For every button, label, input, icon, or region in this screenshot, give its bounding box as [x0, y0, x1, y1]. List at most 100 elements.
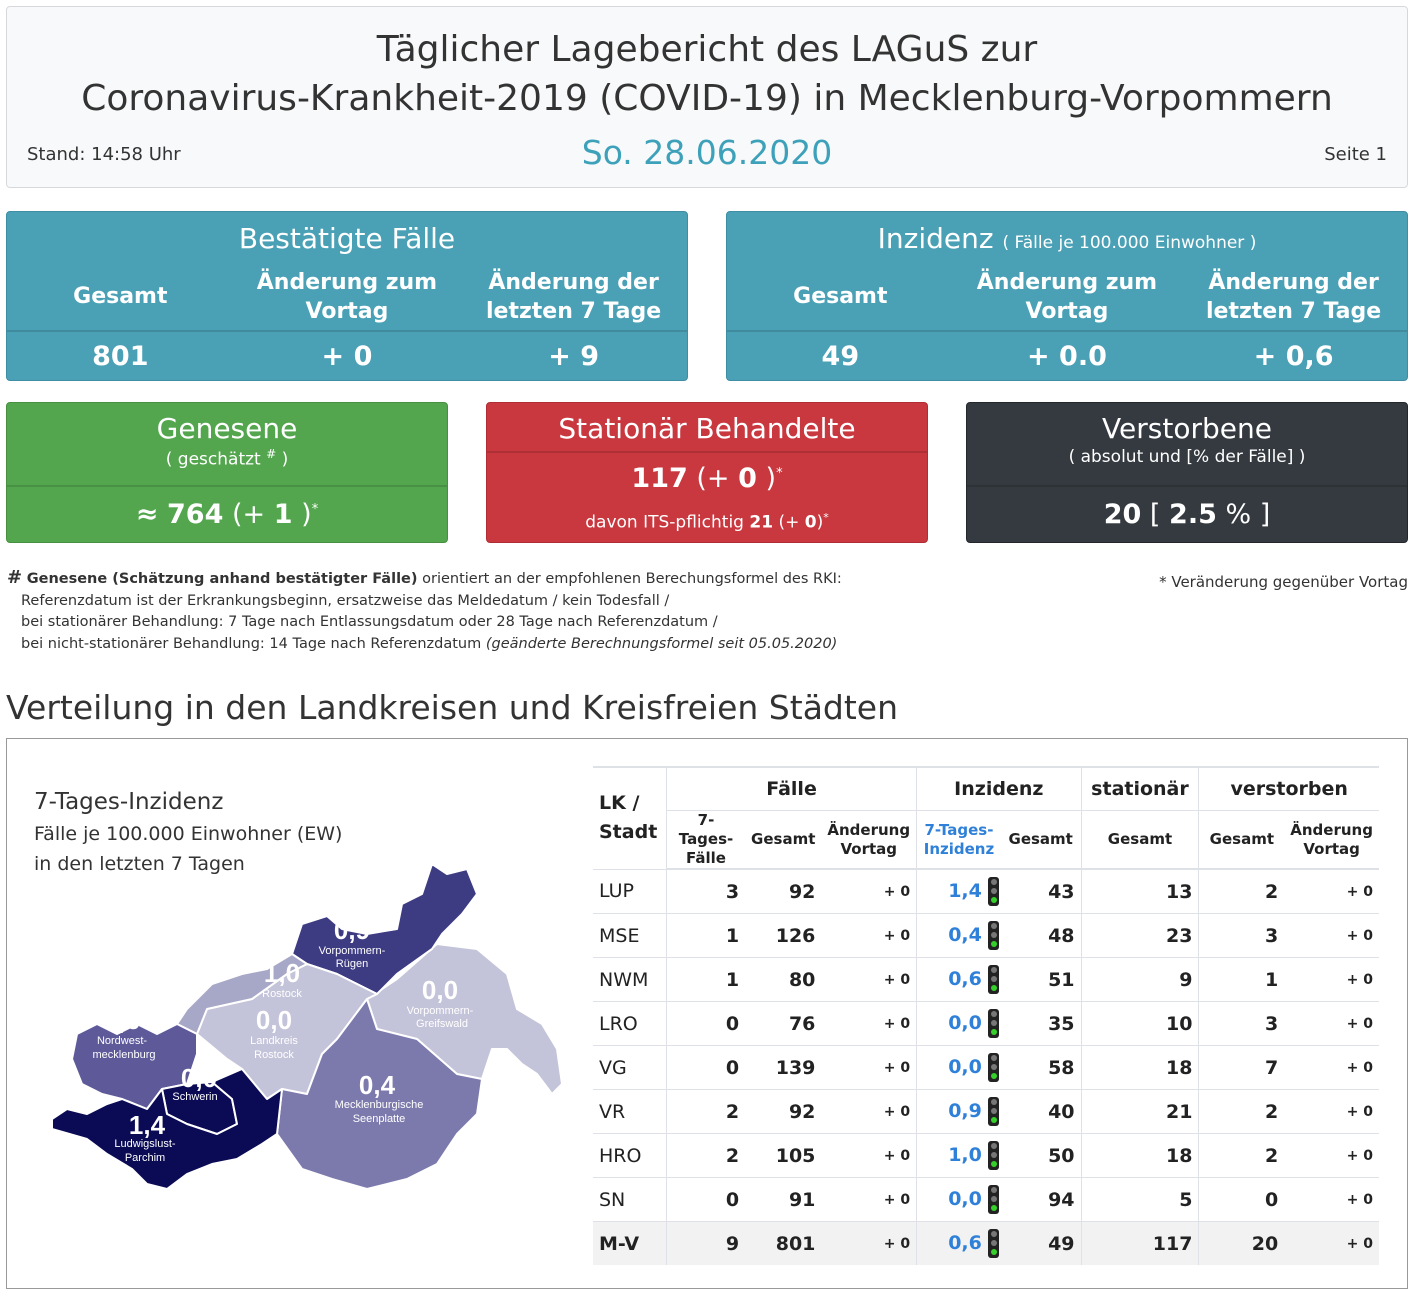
report-date: So. 28.06.2020	[581, 133, 833, 172]
cell-verstorben-gesamt: 1	[1198, 957, 1285, 1002]
traffic-light-icon	[987, 921, 999, 950]
cell-inzidenz-gesamt: 94	[1000, 1177, 1082, 1222]
cell-faelle-aenderung: + 0	[821, 1177, 917, 1222]
confirmed-weekchange-value: + 9	[548, 341, 599, 372]
map-value-vg: 0,0	[422, 975, 458, 1005]
cell-7tage-faelle: 0	[665, 1177, 746, 1222]
deceased-subtitle: ( absolut und [% der Fälle] )	[1068, 447, 1306, 467]
cell-verstorben-gesamt: 2	[1198, 1133, 1285, 1178]
confirmed-total-label: Gesamt	[73, 284, 168, 309]
cell-7tage-inzidenz: 0,0	[916, 1001, 1001, 1046]
cell-district-name: VG	[593, 1045, 667, 1090]
col-header-faelle: Fälle	[665, 766, 917, 811]
cell-verstorben-gesamt: 2	[1198, 868, 1285, 914]
table-row: MSE 1 126 + 0 0,4 48 23 3 + 0	[593, 913, 1379, 958]
svg-text:Rostock: Rostock	[262, 988, 302, 1000]
cell-district-name: VR	[593, 1089, 667, 1134]
section-title: Verteilung in den Landkreisen und Kreisf…	[6, 688, 899, 727]
map-title: 7-Tages-Inzidenz	[34, 789, 224, 815]
cell-faelle-gesamt: 139	[745, 1045, 822, 1090]
traffic-light-icon	[987, 1229, 999, 1258]
svg-text:Schwerin: Schwerin	[172, 1091, 217, 1103]
cell-faelle-gesamt: 105	[745, 1133, 822, 1178]
page-number: Seite 1	[1324, 144, 1387, 165]
cell-7tage-faelle: 1	[665, 913, 746, 958]
table-row: M-V 9 801 + 0 0,6 49 117 20 + 0	[593, 1221, 1379, 1265]
traffic-light-icon	[987, 1009, 999, 1038]
cell-stationaer: 5	[1080, 1177, 1199, 1222]
map-value-nwm: 0,6	[104, 1005, 140, 1035]
incidence-subtitle: ( Fälle je 100.000 Einwohner )	[1002, 233, 1257, 253]
cell-verstorben-gesamt: 20	[1198, 1221, 1285, 1265]
cell-7tage-faelle: 2	[665, 1133, 746, 1178]
incidence-title: Inzidenz	[877, 222, 994, 255]
cell-stationaer: 9	[1080, 957, 1199, 1002]
hospitalized-value: 117 (+ 0 )*	[631, 463, 783, 494]
cell-verstorben-aenderung: + 0	[1284, 868, 1379, 914]
change-footnote: * Veränderung gegenüber Vortag	[1159, 573, 1408, 591]
recovered-card: Genesene ( geschätzt # ) ≈ 764 (+ 1 )*	[6, 402, 448, 543]
cell-verstorben-aenderung: + 0	[1284, 1089, 1379, 1134]
traffic-light-icon	[987, 1141, 999, 1170]
cell-verstorben-aenderung: + 0	[1284, 1001, 1379, 1046]
cell-7tage-faelle: 3	[665, 868, 746, 914]
region-ludwigslust-parchim	[51, 1068, 283, 1190]
cell-verstorben-gesamt: 0	[1198, 1177, 1285, 1222]
table-row: NWM 1 80 + 0 0,6 51 9 1 + 0	[593, 957, 1379, 1002]
cell-7tage-faelle: 9	[665, 1221, 746, 1265]
svg-text:Mecklenburgische: Mecklenburgische	[335, 1099, 424, 1111]
svg-text:Parchim: Parchim	[125, 1152, 165, 1164]
recovered-title: Genesene	[156, 412, 298, 445]
col-header-stationaer: stationär	[1080, 766, 1199, 811]
report-title-line2: Coronavirus-Krankheit-2019 (COVID-19) in…	[81, 78, 1333, 119]
report-time: Stand: 14:58 Uhr	[27, 144, 181, 165]
svg-text:Greifswald: Greifswald	[416, 1018, 468, 1030]
map-value-hro: 1,0	[264, 958, 300, 988]
cell-faelle-aenderung: + 0	[821, 1001, 917, 1046]
cell-inzidenz-gesamt: 43	[1000, 868, 1082, 914]
svg-text:Landkreis: Landkreis	[250, 1035, 298, 1047]
col-header-district: LK / Stadt	[593, 766, 667, 870]
table-row: LRO 0 76 + 0 0,0 35 10 3 + 0	[593, 1001, 1379, 1046]
icu-value: davon ITS-pflichtig 21 (+ 0)*	[585, 511, 829, 533]
svg-text:Rügen: Rügen	[336, 958, 368, 970]
district-table: LK / Stadt Fälle Inzidenz stationär verst…	[593, 766, 1379, 1265]
table-row: HRO 2 105 + 0 1,0 50 18 2 + 0	[593, 1133, 1379, 1178]
cell-7tage-inzidenz: 0,6	[916, 1221, 1001, 1265]
confirmed-weekchange-label: Änderung der letzten 7 Tage	[486, 270, 662, 324]
incidence-total-value: 49	[821, 341, 860, 372]
recovered-subtitle: ( geschätzt # )	[165, 447, 289, 470]
incidence-weekchange-label: Änderung der letzten 7 Tage	[1206, 270, 1382, 324]
cell-7tage-inzidenz: 0,0	[916, 1045, 1001, 1090]
incidence-daychange-value: + 0.0	[1027, 341, 1107, 372]
cell-faelle-gesamt: 126	[745, 913, 822, 958]
svg-text:Nordwest-: Nordwest-	[97, 1035, 147, 1047]
svg-text:Rostock: Rostock	[254, 1049, 294, 1061]
cell-7tage-inzidenz: 0,4	[916, 913, 1001, 958]
confirmed-daychange-label: Änderung zum Vortag	[256, 270, 438, 324]
cell-faelle-gesamt: 92	[745, 868, 822, 914]
subheader-7tage-inzidenz: 7-Tages- Inzidenz	[916, 810, 1001, 870]
cell-verstorben-aenderung: + 0	[1284, 913, 1379, 958]
incidence-card: Inzidenz ( Fälle je 100.000 Einwohner ) …	[726, 211, 1408, 381]
map-subtitle2: in den letzten 7 Tagen	[34, 853, 245, 875]
deceased-title: Verstorbene	[1102, 412, 1272, 445]
report-header: Täglicher Lagebericht des LAGuS zur Coro…	[6, 6, 1408, 188]
cell-7tage-faelle: 1	[665, 957, 746, 1002]
col-header-verstorben: verstorben	[1198, 766, 1379, 811]
confirmed-total-value: 801	[92, 341, 149, 372]
cell-district-name: HRO	[593, 1133, 667, 1178]
incidence-daychange-label: Änderung zum Vortag	[976, 270, 1158, 324]
cell-7tage-inzidenz: 1,4	[916, 868, 1001, 914]
cell-stationaer: 13	[1080, 868, 1199, 914]
incidence-weekchange-value: + 0,6	[1253, 341, 1334, 372]
cell-verstorben-aenderung: + 0	[1284, 1045, 1379, 1090]
cell-faelle-aenderung: + 0	[821, 1221, 917, 1265]
subheader-stationaer-gesamt: Gesamt	[1080, 810, 1199, 870]
hospitalized-title: Stationär Behandelte	[558, 412, 856, 445]
cell-7tage-inzidenz: 0,9	[916, 1089, 1001, 1134]
traffic-light-icon	[987, 877, 999, 906]
cell-stationaer: 117	[1080, 1221, 1199, 1265]
cell-inzidenz-gesamt: 51	[1000, 957, 1082, 1002]
map-subtitle: Fälle je 100.000 Einwohner (EW)	[34, 823, 343, 845]
